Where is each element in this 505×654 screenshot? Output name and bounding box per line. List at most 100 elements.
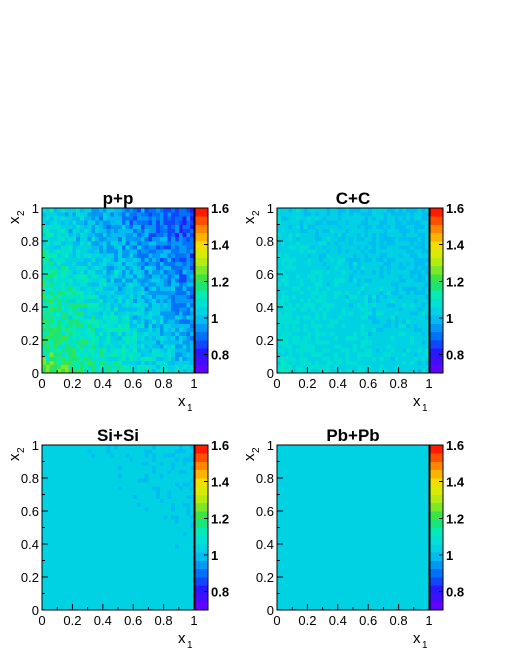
heatmap-cell (406, 340, 411, 345)
heatmap-cell (99, 601, 104, 607)
heatmap-cell (118, 465, 123, 471)
heatmap-cell (318, 294, 323, 300)
heatmap-cell (190, 360, 195, 366)
heatmap-cell (129, 340, 134, 345)
heatmap-cell (42, 494, 47, 499)
heatmap-cell (87, 344, 92, 349)
heatmap-cell (76, 589, 81, 594)
heatmap-cell (318, 224, 323, 229)
heatmap-cell (345, 261, 350, 267)
heatmap-cell (159, 581, 164, 586)
heatmap-cell (91, 527, 96, 532)
heatmap-cell (368, 228, 373, 234)
heatmap-cell (64, 294, 69, 300)
heatmap-cell (87, 465, 92, 471)
heatmap-cell (99, 552, 104, 557)
heatmap-cell (288, 331, 293, 337)
heatmap-cell (91, 216, 96, 221)
heatmap-cell (83, 265, 88, 271)
heatmap-cell (57, 348, 62, 353)
heatmap-cell (137, 519, 142, 524)
heatmap-cell (159, 482, 164, 487)
heatmap-cell (125, 585, 130, 590)
heatmap-cell (57, 257, 62, 262)
heatmap-cell (163, 340, 168, 345)
heatmap-cell (99, 298, 104, 304)
heatmap-cell (125, 344, 130, 349)
heatmap-cell (152, 445, 157, 450)
heatmap-cell (337, 216, 342, 221)
heatmap-cell (121, 531, 126, 537)
heatmap-cell (182, 257, 187, 262)
heatmap-cell (91, 519, 96, 524)
heatmap-cell (140, 589, 145, 594)
heatmap-cell (280, 236, 285, 242)
heatmap-cell (299, 282, 304, 287)
heatmap-cell (53, 261, 58, 267)
heatmap-cell (330, 253, 335, 258)
heatmap-cell (133, 482, 138, 487)
heatmap-cell (64, 298, 69, 304)
heatmap-cell (129, 515, 134, 520)
heatmap-cell (178, 449, 183, 454)
heatmap-cell (76, 298, 81, 304)
heatmap-cell (64, 212, 69, 217)
heatmap-cell (375, 360, 380, 366)
heatmap-cell (144, 307, 149, 312)
x-tick-label: 0.8 (155, 613, 173, 628)
heatmap-cell (159, 364, 164, 370)
heatmap-cell (152, 302, 157, 308)
heatmap-cell (110, 274, 115, 279)
heatmap-cell (110, 593, 115, 598)
heatmap-cell (337, 356, 342, 361)
heatmap-cell (49, 265, 54, 271)
heatmap-cell (53, 348, 58, 353)
heatmap-cell (178, 212, 183, 217)
heatmap-cell (110, 212, 115, 217)
heatmap-cell (171, 560, 176, 565)
heatmap-cell (292, 298, 297, 304)
heatmap-cell (410, 352, 415, 357)
heatmap-cell (42, 368, 47, 374)
x-axis-label: x (178, 393, 186, 410)
heatmap-cell (121, 282, 126, 287)
heatmap-cell (356, 249, 361, 254)
heatmap-cell (406, 311, 411, 316)
heatmap-cell (64, 490, 69, 495)
heatmap-cell (144, 498, 149, 504)
heatmap-cell (49, 552, 54, 557)
heatmap-cell (64, 335, 69, 341)
heatmap-cell (394, 352, 399, 357)
heatmap-cell (152, 216, 157, 221)
heatmap-cell (80, 265, 85, 271)
heatmap-cell (292, 274, 297, 279)
heatmap-cell (140, 298, 145, 304)
heatmap-cell (99, 535, 104, 541)
heatmap-cell (171, 552, 176, 557)
heatmap-cell (299, 307, 304, 312)
heatmap-cell (292, 352, 297, 357)
heatmap-cell (167, 568, 172, 574)
heatmap-cell (349, 368, 354, 374)
heatmap-cell (125, 327, 130, 333)
heatmap-cell (303, 265, 308, 271)
heatmap-cell (133, 449, 138, 454)
heatmap-cell (425, 216, 430, 221)
heatmap-cell (110, 564, 115, 570)
heatmap-cell (61, 327, 66, 333)
heatmap-cell (277, 212, 282, 217)
heatmap-cell (64, 506, 69, 512)
heatmap-cell (148, 302, 153, 308)
heatmap-cell (83, 278, 88, 283)
heatmap-cell (57, 241, 62, 246)
heatmap-cell (152, 319, 157, 324)
x-axis-label-subscript: 1 (187, 640, 193, 651)
heatmap-cell (326, 220, 331, 225)
heatmap-cell (413, 212, 418, 217)
heatmap-cell (129, 212, 134, 217)
heatmap-cell (152, 323, 157, 328)
heatmap-cell (360, 290, 365, 295)
heatmap-cell (64, 216, 69, 221)
heatmap-cell (284, 236, 289, 242)
heatmap-cell (80, 257, 85, 262)
